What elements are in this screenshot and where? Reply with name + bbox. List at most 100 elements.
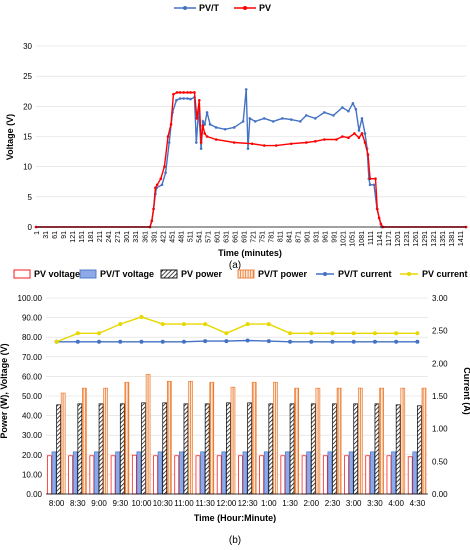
data-point-pv [201,124,205,127]
data-point-pv-t-current [330,339,335,344]
data-point-pv [357,136,361,140]
data-point-pv-current [309,331,314,336]
data-point-pv [379,222,383,226]
chart-b-x-tick-label: 4:30 [410,499,426,508]
chart-b-x-tick-label: 10:30 [153,499,174,508]
data-point-pv-t-current [97,339,102,344]
chart-a-x-tick-label: 1231 [404,231,411,247]
data-point-pv-t [354,108,358,111]
bar-pv-voltage [47,455,52,495]
bar-pv-power [395,404,401,495]
data-point-pv-t [201,120,205,123]
chart-b-x-tick-label: 2:00 [303,499,319,508]
chart-a-x-tick-label: 811 [278,231,285,242]
data-point-pv [163,165,166,168]
chart-b-x-tick-label: 11:30 [195,499,215,508]
legend-swatch-pv-voltage [13,269,31,279]
chart-a-x-tick-label: 1141 [377,231,384,246]
bar-pv-t-power [379,387,384,495]
bar-pv-t-voltage [327,451,333,495]
bar-pv-t-power [60,392,66,495]
data-point-pv-t [347,109,350,113]
legend-label-pv-t-power: PV/T power [258,269,308,279]
data-point-pv-current [266,322,271,327]
data-point-pv-current [224,331,229,336]
data-point-pv [203,132,206,135]
bar-pv-t-voltage [242,451,248,495]
data-point-pv [289,142,293,146]
data-point-pv [197,99,201,102]
data-point-pv-t [178,97,182,100]
bar-pv-t-power [294,387,300,495]
data-point-pv-t-current [181,339,186,344]
bar-pv-voltage [131,454,137,495]
bar-pv-power [77,403,83,495]
bar-pv-voltage [110,455,116,495]
bar-pv-voltage [344,455,349,495]
data-point-pv-t-current [415,339,420,344]
data-point-pv [169,123,173,126]
bar-pv-power [289,403,295,495]
chart-b-x-tick-label: 9:00 [91,499,107,508]
bar-pv-voltage [174,455,180,495]
chart-a-x-tick-label: 511 [187,231,194,242]
data-point-pv-current [118,322,123,327]
data-point-pv-t-current [309,339,314,344]
chart-b-y-tick-label: 50.00 [22,392,43,401]
bar-pv-t-power [357,387,363,495]
legend-pvt-label: PV/T [199,3,220,13]
data-point-pv [182,91,185,94]
chart-a-x-tick-label: 541 [196,231,203,243]
chart-b-x-tick-label: 3:00 [346,499,362,508]
chart-a-x-tick-label: 631 [223,231,230,243]
series-line-pv [36,91,466,228]
bar-pv-t-power [400,387,406,495]
bar-pv-power [332,403,337,495]
bar-pv-voltage [280,455,286,495]
data-point-pv-t [368,183,372,187]
chart-a-x-tick-label: 901 [305,231,312,243]
voltage-line-chart: PV/T PV 0 5 10 15 20 25 30 1 31 61 91 121 151 181 211… [5,3,468,271]
data-point-pv [363,141,367,144]
chart-a-x-tick-label: 241 [106,231,113,243]
data-point-pv-t [164,171,167,174]
bar-pv-power [226,402,231,495]
chart-b-y-axis-title: Power (W), Voltage (V) [0,343,9,438]
data-point-pv-t [372,183,376,187]
chart-a-x-tick-label: 571 [205,231,212,243]
chart-a-x-tick-label: 451 [169,231,176,243]
power-voltage-current-chart: PV voltage PV/T voltage PV power PV/T power… [0,269,470,546]
data-point-pv [214,138,218,141]
chart-b-legend: PV voltage PV/T voltage PV power PV/T power… [13,269,468,279]
data-point-pv-t [363,132,367,135]
chart-a-x-tick-label: 931 [314,231,321,243]
bar-pv-voltage [386,455,392,495]
bar-pv-t-voltage [412,451,418,495]
series-line-pv-t [36,89,466,228]
bar-pv-power [56,404,61,495]
bar-pv-power [268,403,274,495]
data-point-pv [335,138,338,141]
chart-a-x-tick-label: 91 [61,231,68,239]
bar-pv-t-voltage [200,451,205,495]
data-point-pv [205,135,209,138]
data-point-pv-t [189,97,192,101]
legend-swatch-pv-t-voltage [79,269,97,279]
data-point-pv-t [223,127,227,131]
bar-pv-t-voltage [285,451,290,495]
chart-a-x-tick-label: 1291 [422,231,429,247]
data-point-pv [323,138,326,141]
chart-b-x-tick-label: 12:00 [216,499,237,508]
data-point-pv [175,91,179,94]
bar-pv-t-power [188,380,193,495]
chart-a-x-tick-label: 151 [79,231,86,243]
bar-pv-voltage [153,455,158,495]
chart-a-x-tick-label: 1321 [431,231,438,247]
data-point-pv-t-current [160,339,165,344]
bar-pv-t-voltage [348,451,354,495]
chart-a-x-tick-label: 1081 [359,231,366,247]
data-point-pv-t [241,120,245,123]
data-point-pv-t [351,102,355,105]
chart-a-x-tick-label: 301 [124,231,131,243]
chart-b-y-tick-label: 40.00 [22,412,43,421]
